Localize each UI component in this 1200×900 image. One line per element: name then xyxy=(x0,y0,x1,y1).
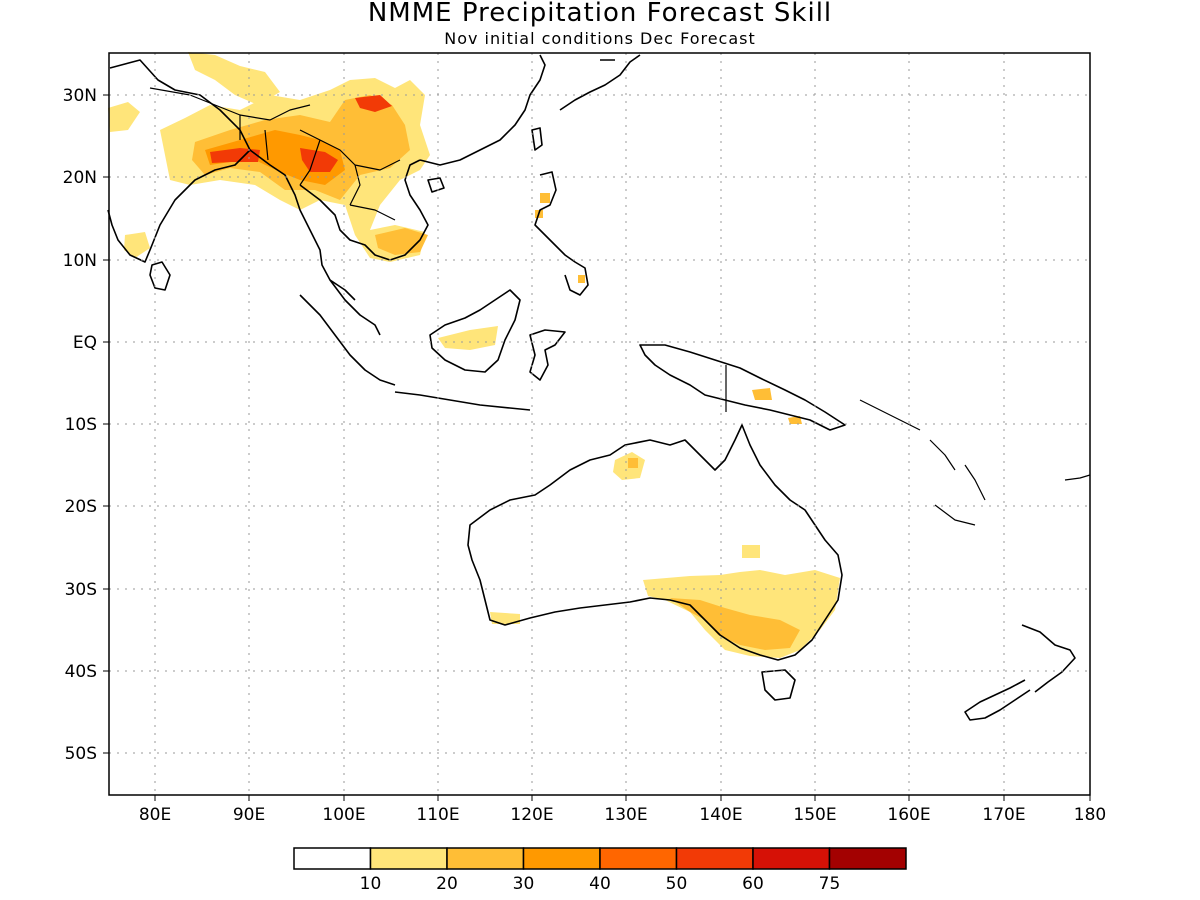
colorbar-swatch xyxy=(522,847,601,870)
lat-labels: 30N 20N 10N EQ 10S 20S 30S 40S 50S xyxy=(63,86,97,764)
coast-tasmania xyxy=(761,669,796,701)
coast-taiwan xyxy=(531,127,543,151)
border-se-asia xyxy=(299,129,401,221)
coast-japan xyxy=(559,54,641,111)
lon-label: 100E xyxy=(322,805,365,825)
colorbar-label: 20 xyxy=(436,874,458,894)
coast-sri-lanka xyxy=(149,261,171,291)
lon-label: 90E xyxy=(233,805,265,825)
colorbar-swatch xyxy=(369,847,448,870)
lat-label: 30N xyxy=(63,86,97,106)
colorbar-swatch xyxy=(828,847,907,870)
coast-java xyxy=(394,391,531,411)
lat-label: 10N xyxy=(63,251,97,271)
colorbar-swatch xyxy=(446,847,525,870)
coast-malay xyxy=(329,279,381,336)
colorbar-swatch xyxy=(293,847,372,870)
colorbar-label: 40 xyxy=(589,874,611,894)
coast-australia xyxy=(467,424,843,661)
lat-label: 10S xyxy=(65,415,97,435)
lat-label: 20S xyxy=(65,497,97,517)
lat-label: EQ xyxy=(73,333,97,353)
lat-label: 20N xyxy=(63,168,97,188)
colorbar-label: 50 xyxy=(666,874,688,894)
coast-new-guinea xyxy=(639,344,846,431)
coast-new-zealand xyxy=(964,624,1076,721)
colorbar-swatch xyxy=(675,847,754,870)
coast-china xyxy=(419,54,546,166)
gridlines xyxy=(109,53,1090,795)
skill-area-philippines xyxy=(535,193,585,283)
skill-area-borneo xyxy=(438,326,498,350)
skill-area-orange-vietnam xyxy=(375,228,428,255)
lon-label: 150E xyxy=(793,805,836,825)
skill-area-light-india xyxy=(124,232,150,258)
lon-label: 170E xyxy=(982,805,1025,825)
map-subtitle: Nov initial conditions Dec Forecast xyxy=(444,29,756,48)
colorbar xyxy=(293,847,907,870)
skill-area-n-australia-inner xyxy=(628,458,638,468)
colorbar-labels: 10 20 30 40 50 60 75 xyxy=(360,874,841,894)
lon-label: 180 xyxy=(1074,805,1106,825)
coast-pacific-islands xyxy=(859,399,1091,526)
skill-area-light-nw xyxy=(188,52,280,105)
lon-labels: 80E 90E 100E 110E 120E 130E 140E 150E 16… xyxy=(139,805,1106,825)
coast-indochina xyxy=(249,149,429,301)
lon-label: 160E xyxy=(887,805,930,825)
coast-india xyxy=(107,59,251,263)
lon-label: 120E xyxy=(510,805,553,825)
coast-borneo xyxy=(429,289,521,373)
skill-area-s-australia-orange xyxy=(670,598,800,650)
lat-label: 40S xyxy=(65,662,97,682)
skill-area-s-australia-2 xyxy=(490,545,760,624)
coast-philippines xyxy=(534,171,589,296)
colorbar-swatch xyxy=(599,847,678,870)
coastlines xyxy=(107,54,1091,721)
axis-ticks xyxy=(103,94,1091,801)
coast-sulawesi xyxy=(529,329,566,381)
coast-hainan xyxy=(427,177,445,193)
skill-area-new-guinea xyxy=(752,388,802,424)
map-title: NMME Precipitation Forecast Skill xyxy=(367,0,833,28)
colorbar-label: 10 xyxy=(360,874,382,894)
skill-area-light-w xyxy=(108,102,140,132)
lon-label: 130E xyxy=(604,805,647,825)
colorbar-label: 75 xyxy=(819,874,841,894)
lon-label: 80E xyxy=(139,805,171,825)
colorbar-swatch xyxy=(752,847,831,870)
colorbar-label: 30 xyxy=(513,874,535,894)
lon-label: 140E xyxy=(699,805,742,825)
skill-area-red-asia xyxy=(210,95,392,172)
coast-sumatra xyxy=(299,294,396,386)
lat-label: 30S xyxy=(65,580,97,600)
lat-label: 50S xyxy=(65,744,97,764)
colorbar-label: 60 xyxy=(742,874,764,894)
lon-label: 110E xyxy=(416,805,459,825)
skill-shading xyxy=(108,52,840,658)
